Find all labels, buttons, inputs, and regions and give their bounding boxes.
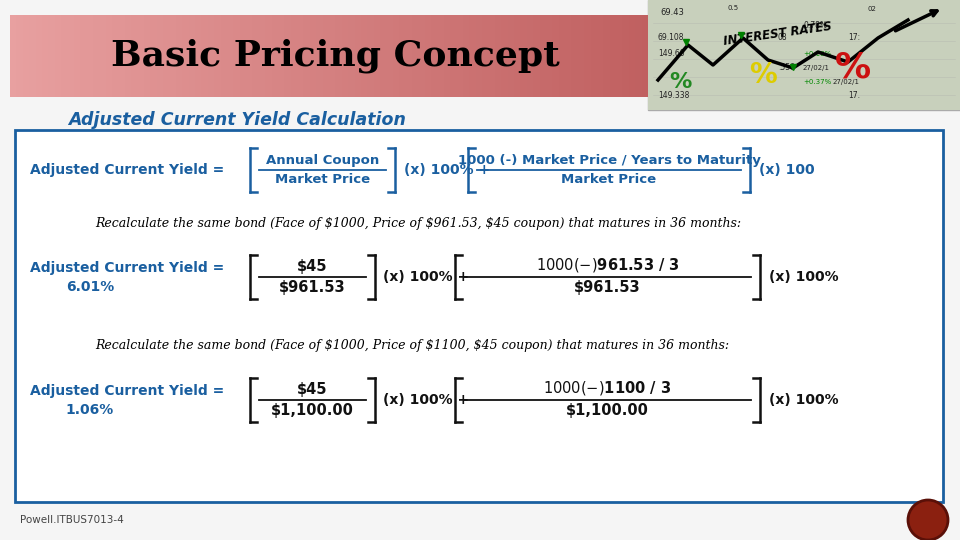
Text: %: %: [749, 61, 777, 89]
FancyBboxPatch shape: [335, 15, 342, 97]
FancyBboxPatch shape: [259, 15, 265, 97]
FancyBboxPatch shape: [648, 0, 960, 110]
FancyBboxPatch shape: [106, 15, 112, 97]
FancyBboxPatch shape: [616, 15, 623, 97]
FancyBboxPatch shape: [361, 15, 368, 97]
FancyBboxPatch shape: [151, 15, 156, 97]
FancyBboxPatch shape: [74, 15, 81, 97]
FancyBboxPatch shape: [144, 15, 151, 97]
FancyBboxPatch shape: [444, 15, 450, 97]
FancyBboxPatch shape: [476, 15, 482, 97]
Text: INTEREST RATES: INTEREST RATES: [723, 20, 833, 48]
Text: $1,100.00: $1,100.00: [566, 403, 649, 418]
FancyBboxPatch shape: [603, 15, 610, 97]
Text: $1000 (-) $1100 / 3: $1000 (-) $1100 / 3: [543, 379, 672, 397]
FancyBboxPatch shape: [571, 15, 578, 97]
Text: %: %: [669, 72, 691, 92]
FancyBboxPatch shape: [163, 15, 170, 97]
Text: Market Price: Market Price: [562, 173, 657, 186]
FancyBboxPatch shape: [546, 15, 552, 97]
FancyBboxPatch shape: [380, 15, 387, 97]
FancyBboxPatch shape: [23, 15, 29, 97]
FancyBboxPatch shape: [297, 15, 303, 97]
FancyBboxPatch shape: [202, 15, 208, 97]
FancyBboxPatch shape: [10, 15, 16, 97]
FancyBboxPatch shape: [636, 15, 641, 97]
Text: 69.43: 69.43: [660, 8, 684, 17]
Text: +0.37%: +0.37%: [803, 79, 831, 85]
FancyBboxPatch shape: [265, 15, 272, 97]
FancyBboxPatch shape: [508, 15, 515, 97]
FancyBboxPatch shape: [648, 0, 960, 110]
FancyBboxPatch shape: [629, 15, 636, 97]
Text: Annual Coupon: Annual Coupon: [266, 154, 379, 167]
Text: (x) 100% +: (x) 100% +: [383, 393, 469, 407]
FancyBboxPatch shape: [156, 15, 163, 97]
FancyBboxPatch shape: [170, 15, 176, 97]
FancyBboxPatch shape: [482, 15, 489, 97]
FancyBboxPatch shape: [93, 15, 100, 97]
FancyBboxPatch shape: [42, 15, 48, 97]
FancyBboxPatch shape: [489, 15, 495, 97]
FancyBboxPatch shape: [552, 15, 559, 97]
FancyBboxPatch shape: [188, 15, 195, 97]
FancyBboxPatch shape: [438, 15, 444, 97]
FancyBboxPatch shape: [221, 15, 227, 97]
FancyBboxPatch shape: [81, 15, 86, 97]
FancyBboxPatch shape: [457, 15, 463, 97]
FancyBboxPatch shape: [527, 15, 534, 97]
FancyBboxPatch shape: [112, 15, 119, 97]
Text: Recalculate the same bond (Face of $1000, Price of $961.53, $45 coupon) that mat: Recalculate the same bond (Face of $1000…: [95, 218, 741, 231]
FancyBboxPatch shape: [176, 15, 182, 97]
Text: .550: .550: [778, 64, 795, 72]
FancyBboxPatch shape: [540, 15, 546, 97]
Text: +0.18%: +0.18%: [803, 51, 831, 57]
FancyBboxPatch shape: [393, 15, 399, 97]
FancyBboxPatch shape: [132, 15, 137, 97]
FancyBboxPatch shape: [431, 15, 438, 97]
FancyBboxPatch shape: [463, 15, 469, 97]
Text: (x) 100% +: (x) 100% +: [404, 163, 491, 177]
FancyBboxPatch shape: [48, 15, 55, 97]
Text: 1000 (-) Market Price / Years to Maturity: 1000 (-) Market Price / Years to Maturit…: [458, 154, 760, 167]
Text: Adjusted Current Yield Calculation: Adjusted Current Yield Calculation: [68, 111, 406, 129]
FancyBboxPatch shape: [348, 15, 354, 97]
Text: 27/02/1: 27/02/1: [833, 79, 860, 85]
FancyBboxPatch shape: [16, 15, 23, 97]
FancyBboxPatch shape: [405, 15, 412, 97]
FancyBboxPatch shape: [419, 15, 425, 97]
FancyBboxPatch shape: [373, 15, 380, 97]
Text: 149.338: 149.338: [658, 91, 689, 100]
Text: $961.53: $961.53: [574, 280, 641, 295]
FancyBboxPatch shape: [67, 15, 74, 97]
FancyBboxPatch shape: [565, 15, 571, 97]
FancyBboxPatch shape: [36, 15, 42, 97]
FancyBboxPatch shape: [303, 15, 310, 97]
FancyBboxPatch shape: [495, 15, 501, 97]
Text: Powell.ITBUS7013-4: Powell.ITBUS7013-4: [20, 515, 124, 525]
FancyBboxPatch shape: [246, 15, 252, 97]
Text: Basic Pricing Concept: Basic Pricing Concept: [110, 39, 560, 73]
FancyBboxPatch shape: [316, 15, 323, 97]
FancyBboxPatch shape: [55, 15, 61, 97]
FancyBboxPatch shape: [590, 15, 597, 97]
Text: 08: 08: [778, 32, 787, 42]
FancyBboxPatch shape: [342, 15, 348, 97]
Text: 02: 02: [868, 6, 876, 12]
Text: (x) 100%: (x) 100%: [769, 270, 839, 284]
FancyBboxPatch shape: [622, 15, 629, 97]
FancyBboxPatch shape: [29, 15, 36, 97]
FancyBboxPatch shape: [137, 15, 144, 97]
Text: 17.: 17.: [848, 91, 860, 100]
Circle shape: [908, 500, 948, 540]
FancyBboxPatch shape: [291, 15, 298, 97]
FancyBboxPatch shape: [284, 15, 291, 97]
Text: $1,100.00: $1,100.00: [271, 403, 354, 418]
Text: 69.108: 69.108: [658, 32, 684, 42]
Text: 0.5: 0.5: [728, 5, 739, 11]
FancyBboxPatch shape: [387, 15, 393, 97]
Text: $45: $45: [298, 382, 327, 397]
FancyBboxPatch shape: [368, 15, 373, 97]
FancyBboxPatch shape: [125, 15, 132, 97]
